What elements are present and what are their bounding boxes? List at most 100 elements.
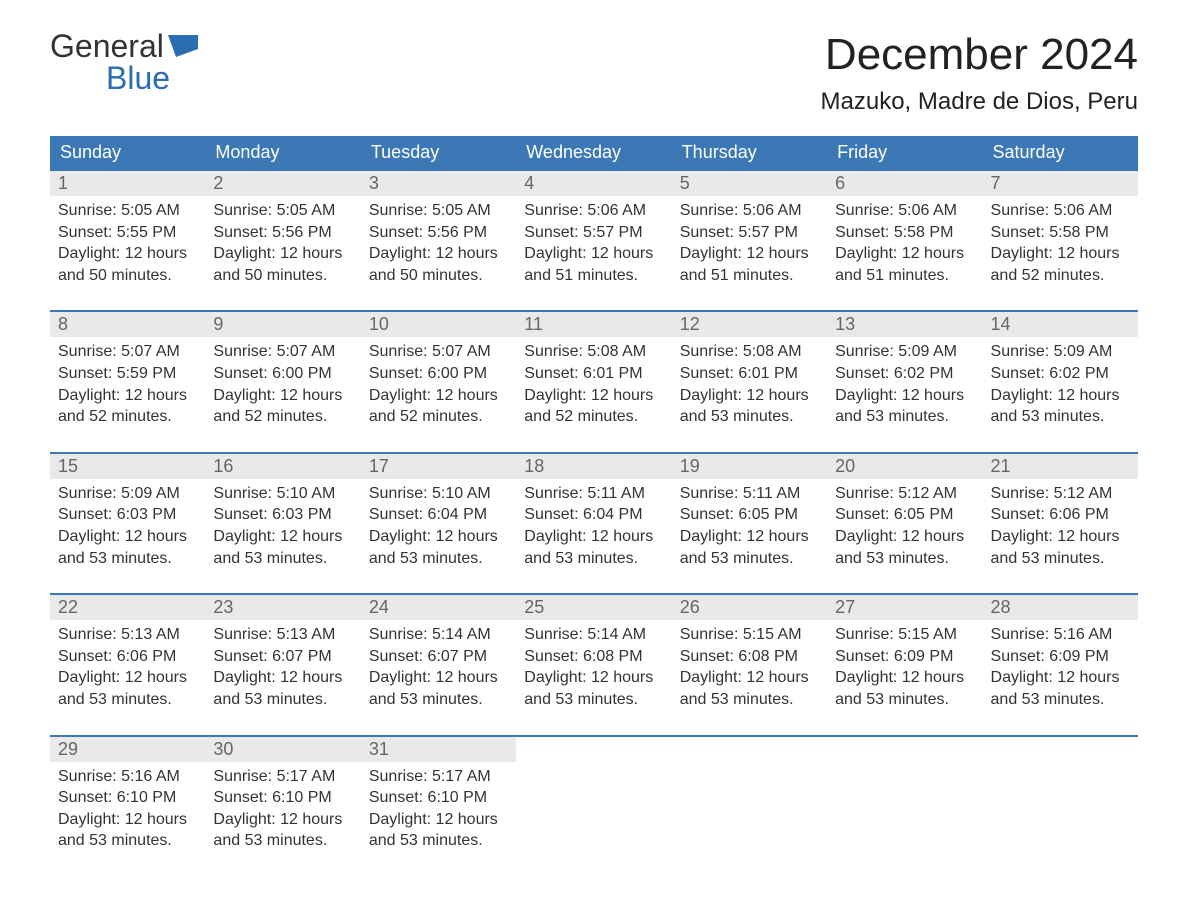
day-cell: 26Sunrise: 5:15 AMSunset: 6:08 PMDayligh… bbox=[672, 595, 827, 720]
day-cell: 5Sunrise: 5:06 AMSunset: 5:57 PMDaylight… bbox=[672, 171, 827, 296]
day-number: 22 bbox=[50, 595, 205, 620]
day-body: Sunrise: 5:12 AMSunset: 6:06 PMDaylight:… bbox=[983, 479, 1138, 579]
flag-icon bbox=[168, 30, 198, 62]
day-cell: 20Sunrise: 5:12 AMSunset: 6:05 PMDayligh… bbox=[827, 454, 982, 579]
day-number: 19 bbox=[672, 454, 827, 479]
day-cell: 16Sunrise: 5:10 AMSunset: 6:03 PMDayligh… bbox=[205, 454, 360, 579]
day-sunset: Sunset: 6:05 PM bbox=[680, 504, 819, 526]
day-body: Sunrise: 5:07 AMSunset: 6:00 PMDaylight:… bbox=[361, 337, 516, 437]
day-sunset: Sunset: 5:55 PM bbox=[58, 222, 197, 244]
logo-word1: General bbox=[50, 30, 164, 62]
day-number: 15 bbox=[50, 454, 205, 479]
day-body: Sunrise: 5:09 AMSunset: 6:02 PMDaylight:… bbox=[983, 337, 1138, 437]
day-sunrise: Sunrise: 5:14 AM bbox=[524, 624, 663, 646]
dow-header-cell: Thursday bbox=[672, 136, 827, 169]
day-cell: ..... bbox=[983, 737, 1138, 862]
week-row: 22 Sunrise: 5:13 AMSunset: 6:06 PM Dayligh… bbox=[50, 593, 1138, 720]
day-d2: and 53 minutes. bbox=[835, 689, 974, 711]
day-sunrise: Sunrise: 5:07 AM bbox=[213, 341, 352, 363]
day-number: 26 bbox=[672, 595, 827, 620]
day-d2: and 53 minutes. bbox=[213, 548, 352, 570]
day-body: Sunrise: 5:11 AMSunset: 6:04 PMDaylight:… bbox=[516, 479, 671, 579]
day-d2: and 53 minutes. bbox=[369, 689, 508, 711]
day-sunset: Sunset: 6:00 PM bbox=[213, 363, 352, 385]
day-cell: 18Sunrise: 5:11 AMSunset: 6:04 PMDayligh… bbox=[516, 454, 671, 579]
day-d2: and 53 minutes. bbox=[680, 689, 819, 711]
day-d2: and 52 minutes. bbox=[213, 406, 352, 428]
day-d2: and 53 minutes. bbox=[58, 548, 197, 570]
day-body: Sunrise: 5:06 AMSunset: 5:57 PMDaylight:… bbox=[672, 196, 827, 296]
day-sunrise: Sunrise: 5:06 AM bbox=[835, 200, 974, 222]
day-cell: 2Sunrise: 5:05 AMSunset: 5:56 PMDaylight… bbox=[205, 171, 360, 296]
day-d1: Daylight: 12 hours bbox=[213, 667, 352, 689]
day-d1: Daylight: 12 hours bbox=[369, 385, 508, 407]
day-number: 4 bbox=[516, 171, 671, 196]
day-body: Sunrise: 5:09 AMSunset: 6:03 PMDaylight:… bbox=[50, 479, 205, 579]
day-d1: Daylight: 12 hours bbox=[991, 243, 1130, 265]
day-body: Sunrise: 5:07 AMSunset: 5:59 PMDaylight:… bbox=[50, 337, 205, 437]
day-cell: 4Sunrise: 5:06 AMSunset: 5:57 PMDaylight… bbox=[516, 171, 671, 296]
day-cell: ..... bbox=[827, 737, 982, 862]
day-d2: and 51 minutes. bbox=[835, 265, 974, 287]
day-cell: 8Sunrise: 5:07 AMSunset: 5:59 PMDaylight… bbox=[50, 312, 205, 437]
day-sunset: Sunset: 5:59 PM bbox=[58, 363, 197, 385]
day-body: Sunrise: 5:12 AMSunset: 6:05 PMDaylight:… bbox=[827, 479, 982, 579]
dow-header-cell: Friday bbox=[827, 136, 982, 169]
day-body: Sunrise: 5:14 AMSunset: 6:07 PMDaylight:… bbox=[361, 620, 516, 720]
day-d2: and 53 minutes. bbox=[991, 548, 1130, 570]
day-body: Sunrise: 5:11 AMSunset: 6:05 PMDaylight:… bbox=[672, 479, 827, 579]
day-d1: Daylight: 12 hours bbox=[524, 526, 663, 548]
day-cell: 30Sunrise: 5:17 AMSunset: 6:10 PMDayligh… bbox=[205, 737, 360, 862]
day-d1: Daylight: 12 hours bbox=[213, 243, 352, 265]
day-number: 29 bbox=[50, 737, 205, 762]
day-sunrise: Sunrise: 5:14 AM bbox=[369, 624, 508, 646]
day-number: 5 bbox=[672, 171, 827, 196]
day-d1: Daylight: 12 hours bbox=[524, 667, 663, 689]
dow-header-cell: Tuesday bbox=[361, 136, 516, 169]
day-cell: 28Sunrise: 5:16 AMSunset: 6:09 PMDayligh… bbox=[983, 595, 1138, 720]
day-body: Sunrise: 5:05 AMSunset: 5:56 PMDaylight:… bbox=[205, 196, 360, 296]
day-sunrise: Sunrise: 5:13 AM bbox=[58, 624, 197, 646]
day-number: 21 bbox=[983, 454, 1138, 479]
day-sunset: Sunset: 6:10 PM bbox=[369, 787, 508, 809]
day-number: 14 bbox=[983, 312, 1138, 337]
day-d1: Daylight: 12 hours bbox=[680, 667, 819, 689]
day-sunrise: Sunrise: 5:07 AM bbox=[58, 341, 197, 363]
day-sunset: Sunset: 6:10 PM bbox=[213, 787, 352, 809]
day-sunrise: Sunrise: 5:08 AM bbox=[524, 341, 663, 363]
day-d1: Daylight: 12 hours bbox=[524, 385, 663, 407]
day-cell: 24Sunrise: 5:14 AMSunset: 6:07 PMDayligh… bbox=[361, 595, 516, 720]
day-number: 17 bbox=[361, 454, 516, 479]
day-number: 18 bbox=[516, 454, 671, 479]
day-sunset: Sunset: 6:06 PM bbox=[58, 646, 197, 668]
day-d1: Daylight: 12 hours bbox=[369, 526, 508, 548]
day-sunrise: Sunrise: 5:15 AM bbox=[835, 624, 974, 646]
day-cell: 14Sunrise: 5:09 AMSunset: 6:02 PMDayligh… bbox=[983, 312, 1138, 437]
day-cell: 21Sunrise: 5:12 AMSunset: 6:06 PMDayligh… bbox=[983, 454, 1138, 579]
day-cell: 25Sunrise: 5:14 AMSunset: 6:08 PMDayligh… bbox=[516, 595, 671, 720]
day-cell: 6Sunrise: 5:06 AMSunset: 5:58 PMDaylight… bbox=[827, 171, 982, 296]
day-cell: 10Sunrise: 5:07 AMSunset: 6:00 PMDayligh… bbox=[361, 312, 516, 437]
day-sunrise: Sunrise: 5:12 AM bbox=[991, 483, 1130, 505]
day-d2: and 51 minutes. bbox=[680, 265, 819, 287]
day-d1: Daylight: 12 hours bbox=[369, 809, 508, 831]
day-number: 2 bbox=[205, 171, 360, 196]
day-sunset: Sunset: 6:09 PM bbox=[835, 646, 974, 668]
day-sunrise: Sunrise: 5:09 AM bbox=[991, 341, 1130, 363]
day-body: Sunrise: 5:08 AMSunset: 6:01 PMDaylight:… bbox=[672, 337, 827, 437]
day-sunset: Sunset: 6:09 PM bbox=[991, 646, 1130, 668]
day-number: 10 bbox=[361, 312, 516, 337]
day-sunset: Sunset: 6:01 PM bbox=[680, 363, 819, 385]
day-body: Sunrise: 5:15 AMSunset: 6:08 PMDaylight:… bbox=[672, 620, 827, 720]
day-d1: Daylight: 12 hours bbox=[369, 243, 508, 265]
day-sunrise: Sunrise: 5:11 AM bbox=[524, 483, 663, 505]
day-d2: and 53 minutes. bbox=[58, 830, 197, 852]
day-sunset: Sunset: 6:08 PM bbox=[680, 646, 819, 668]
day-d1: Daylight: 12 hours bbox=[58, 243, 197, 265]
day-d1: Daylight: 12 hours bbox=[680, 385, 819, 407]
day-sunrise: Sunrise: 5:07 AM bbox=[369, 341, 508, 363]
day-cell: 9Sunrise: 5:07 AMSunset: 6:00 PMDaylight… bbox=[205, 312, 360, 437]
day-sunrise: Sunrise: 5:15 AM bbox=[680, 624, 819, 646]
day-body: Sunrise: 5:06 AMSunset: 5:58 PMDaylight:… bbox=[983, 196, 1138, 296]
day-d1: Daylight: 12 hours bbox=[680, 526, 819, 548]
